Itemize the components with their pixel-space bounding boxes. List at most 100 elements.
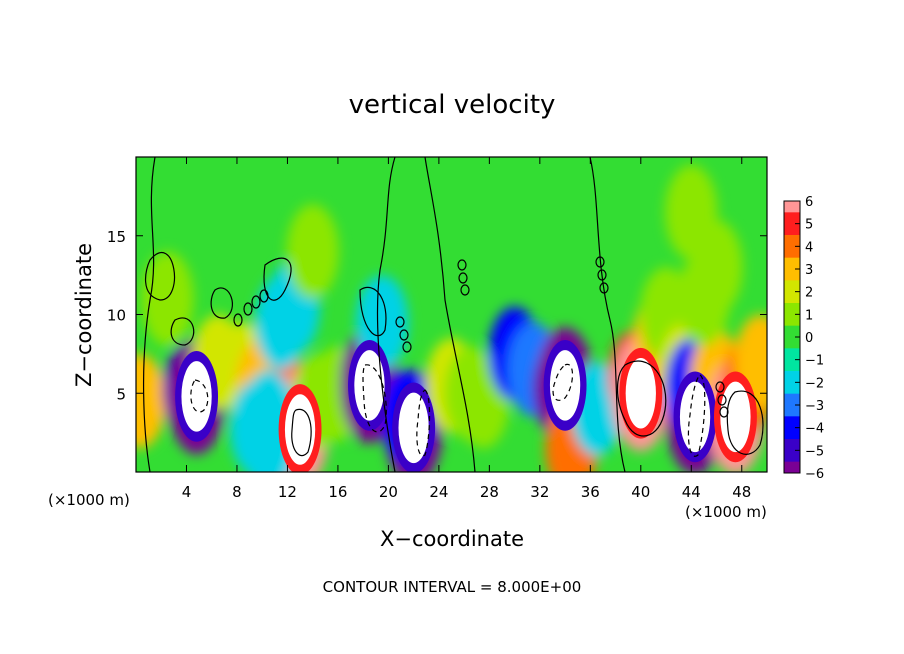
y-axis-label: Z−coordinate — [72, 243, 96, 387]
colorbar-segment — [784, 359, 800, 372]
colorbar-tick-label: −5 — [805, 444, 824, 459]
colorbar-segment — [784, 427, 800, 440]
x-tick-label: 48 — [732, 483, 751, 501]
saturated-core — [549, 350, 581, 421]
saturated-core — [625, 357, 656, 429]
colorbar-tick-label: −1 — [805, 354, 824, 369]
y-tick-label: 5 — [116, 385, 126, 403]
negative-contour — [190, 379, 209, 413]
saturated-core — [398, 392, 429, 464]
x-tick-label: 28 — [480, 483, 499, 501]
colorbar-segment — [784, 450, 800, 463]
zero-contour — [233, 313, 243, 327]
zero-contour — [359, 286, 387, 337]
colorbar-tick-label: 3 — [805, 263, 813, 278]
saturated-core — [720, 381, 751, 453]
x-tick-label: 8 — [232, 483, 242, 501]
zero-contour — [210, 287, 234, 319]
negative-contour — [687, 374, 706, 457]
zero-contour — [399, 329, 409, 341]
zero-contour — [142, 157, 156, 472]
field-cell — [229, 380, 283, 472]
colorbar-tick-label: −3 — [805, 399, 824, 414]
field-cell — [677, 251, 731, 346]
zero-contour — [395, 316, 405, 328]
colorbar-segment — [784, 257, 800, 270]
colorbar-segment — [784, 246, 800, 259]
colorbar-segment — [784, 223, 800, 236]
saturated-cores — [175, 340, 757, 472]
colorbar-segment — [784, 348, 800, 361]
zero-contour — [599, 282, 609, 294]
colorbar-segment — [784, 303, 800, 315]
zero-contour — [457, 259, 467, 271]
zero-contour — [251, 295, 261, 309]
colorbar-tick-label: −6 — [805, 467, 824, 482]
plot-area — [136, 157, 767, 472]
colorbar-segment — [784, 371, 800, 383]
positive-contour — [726, 390, 764, 455]
colorbar-segment — [784, 337, 800, 349]
x-unit-right: (×1000 m) — [685, 503, 767, 521]
field-cell — [141, 251, 194, 346]
x-axis-label: X−coordinate — [380, 527, 524, 551]
colorbar-segment — [784, 291, 800, 304]
zero-contour — [402, 341, 412, 353]
x-tick-label: 36 — [581, 483, 600, 501]
footer-contour-interval: CONTOUR INTERVAL = 8.000E+00 — [323, 578, 582, 596]
zero-contour — [145, 251, 176, 301]
colorbar-segment — [784, 461, 800, 474]
colorbar-segment — [784, 269, 800, 281]
x-tick-label: 32 — [530, 483, 549, 501]
y-tick-label: 15 — [107, 228, 126, 246]
zero-contour — [243, 302, 253, 316]
colorbar-tick-label: −4 — [805, 422, 824, 437]
colorbar-tick-label: 5 — [805, 218, 813, 233]
x-tick-label: 24 — [429, 483, 448, 501]
colorbar-tick-label: 2 — [805, 286, 813, 301]
zero-contour — [263, 257, 292, 301]
colorbar-segment — [784, 393, 800, 406]
x-tick-label: 4 — [182, 483, 192, 501]
colorbar-segment — [784, 382, 800, 395]
zero-contour — [595, 256, 605, 268]
contour-lines — [142, 157, 764, 472]
positive-contour — [616, 360, 667, 437]
zero-contour — [597, 269, 607, 281]
colorbar-tick-label: 0 — [805, 331, 813, 346]
zero-contour — [717, 394, 727, 406]
zero-contour — [259, 289, 269, 303]
saturated-core — [181, 361, 212, 432]
colorbar-tick-label: 4 — [805, 240, 813, 255]
y-tick-label: 10 — [107, 307, 126, 325]
saturated-core — [679, 381, 711, 453]
colorbar-segment — [784, 314, 800, 327]
x-axis-ticks: 4 8 12 16 20 24 28 32 36 40 44 48 — [182, 157, 751, 501]
zero-contour — [424, 157, 476, 472]
x-unit-left: (×1000 m) — [48, 491, 130, 509]
zero-contour — [170, 317, 195, 346]
colorbar-segment — [784, 212, 800, 225]
y-axis-ticks: 5 10 15 — [107, 228, 767, 403]
zero-contour — [589, 157, 626, 472]
positive-contour — [291, 408, 312, 457]
x-tick-label: 44 — [682, 483, 701, 501]
colorbar: 6 5 4 3 2 1 0 −1 −2 −3 −4 −5 −6 — [783, 195, 824, 482]
colorbar-segment — [784, 280, 800, 293]
colorbar-segment — [784, 416, 800, 429]
colorbar-segment — [784, 439, 800, 451]
saturated-core — [284, 394, 316, 465]
colorbar-tick-label: 6 — [805, 195, 813, 210]
saturated-core — [354, 350, 385, 421]
zero-contour — [376, 157, 396, 472]
colorbar-segment — [784, 405, 800, 417]
zero-contour — [715, 381, 725, 393]
colorbar-segment — [784, 325, 800, 338]
negative-contour — [362, 364, 387, 433]
zero-contour — [458, 272, 468, 284]
colorbar-segment — [784, 201, 800, 213]
field-cell — [286, 204, 339, 299]
zero-contour — [460, 284, 470, 296]
x-tick-label: 12 — [278, 483, 297, 501]
colorbar-segment — [784, 235, 800, 247]
